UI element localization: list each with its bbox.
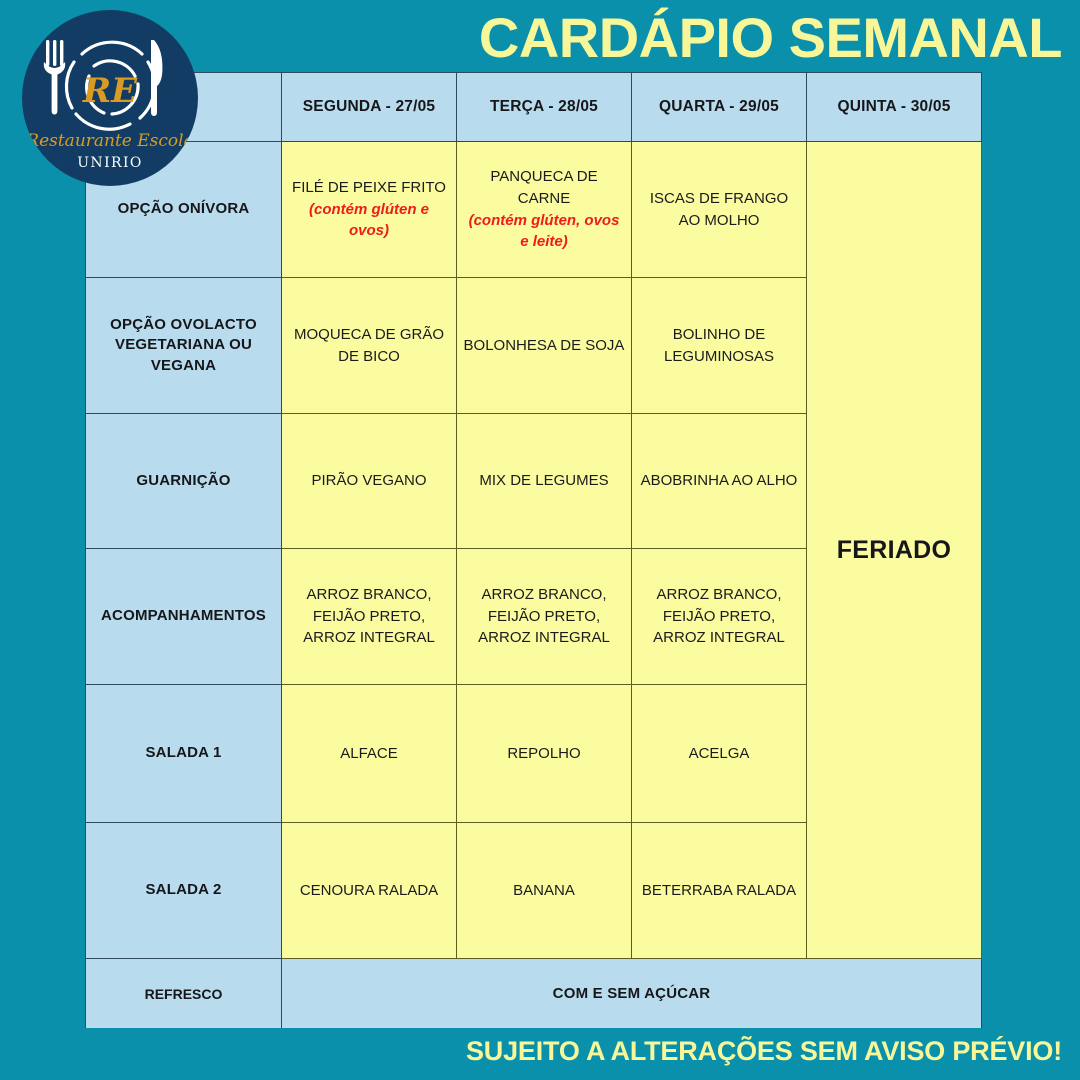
cell-guarnicao-terca: MIX DE LEGUMES [456,413,632,549]
table-row-salada-2: SALADA 2 CENOURA RALADA BANANA BETERRABA… [85,822,982,959]
table-row-opcao-onivora: OPÇÃO ONÍVORA FILÉ DE PEIXE FRITO (conté… [85,141,982,959]
dish-name: PANQUECA DE CARNE [490,168,598,207]
fork-icon [43,40,66,115]
logo-restaurante-escola-unirio: RE Restaurante Escola UNIRIO [22,10,198,186]
column-header-quinta: QUINTA - 30/05 [806,72,982,142]
row-label-refresco: REFRESCO [85,958,282,1029]
table-row-refresco: REFRESCO COM E SEM AÇÚCAR [85,958,982,1029]
logo-name: Restaurante Escola [25,131,193,151]
row-label-guarnicao: GUARNIÇÃO [85,413,282,549]
weekly-menu-table: SEGUNDA - 27/05 TERÇA - 28/05 QUARTA - 2… [85,72,982,1029]
table-row-opcao-vegetariana: OPÇÃO OVOLACTO VEGETARIANA OU VEGANA MOQ… [85,277,982,414]
cell-salada1-quarta: ACELGA [631,684,807,823]
cell-feriado-quinta: FERIADO [806,141,982,959]
row-label-salada-1: SALADA 1 [85,684,282,823]
cell-acompanhamentos-terca: ARROZ BRANCO, FEIJÃO PRETO, ARROZ INTEGR… [456,548,632,685]
cell-salada2-quarta: BETERRABA RALADA [631,822,807,959]
cell-acompanhamentos-segunda: ARROZ BRANCO, FEIJÃO PRETO, ARROZ INTEGR… [281,548,457,685]
row-label-opcao-vegetariana: OPÇÃO OVOLACTO VEGETARIANA OU VEGANA [85,277,282,414]
table-row-acompanhamentos: ACOMPANHAMENTOS ARROZ BRANCO, FEIJÃO PRE… [85,548,982,685]
row-label-acompanhamentos: ACOMPANHAMENTOS [85,548,282,685]
allergen-note: (contém glúten e ovos) [308,200,429,240]
cell-salada1-terca: REPOLHO [456,684,632,823]
cell-onivora-segunda: FILÉ DE PEIXE FRITO (contém glúten e ovo… [281,141,457,278]
cell-acompanhamentos-quarta: ARROZ BRANCO, FEIJÃO PRETO, ARROZ INTEGR… [631,548,807,685]
knife-icon [151,40,163,116]
cell-onivora-quarta: ISCAS DE FRANGO AO MOLHO [631,141,807,278]
logo-institution: UNIRIO [77,155,143,171]
dish-name: FILÉ DE PEIXE FRITO [292,178,446,196]
column-header-terca: TERÇA - 28/05 [456,72,632,142]
cell-salada2-segunda: CENOURA RALADA [281,822,457,959]
allergen-note: (contém glúten, ovos e leite) [468,211,620,251]
row-label-salada-2: SALADA 2 [85,822,282,959]
footer-notice: SUJEITO A ALTERAÇÕES SEM AVISO PRÉVIO! [466,1036,1062,1066]
column-header-segunda: SEGUNDA - 27/05 [281,72,457,142]
cell-guarnicao-quarta: ABOBRINHA AO ALHO [631,413,807,549]
cell-refresco-value: COM E SEM AÇÚCAR [281,958,982,1029]
cell-vegetariana-quarta: BOLINHO DE LEGUMINOSAS [631,277,807,414]
cell-onivora-terca: PANQUECA DE CARNE (contém glúten, ovos e… [456,141,632,278]
logo-monogram: RE [82,71,138,111]
dish-name: ISCAS DE FRANGO AO MOLHO [649,189,789,229]
cell-salada2-terca: BANANA [456,822,632,959]
table-header-row: SEGUNDA - 27/05 TERÇA - 28/05 QUARTA - 2… [85,72,982,142]
cell-vegetariana-terca: BOLONHESA DE SOJA [456,277,632,414]
page-title: CARDÁPIO SEMANAL [478,6,1063,69]
page-header: CARDÁPIO SEMANAL [0,0,1080,75]
table-row-salada-1: SALADA 1 ALFACE REPOLHO ACELGA [85,684,982,823]
cell-vegetariana-segunda: MOQUECA DE GRÃO DE BICO [281,277,457,414]
table-row-guarnicao: GUARNIÇÃO PIRÃO VEGANO MIX DE LEGUMES AB… [85,413,982,549]
page-footer: SUJEITO A ALTERAÇÕES SEM AVISO PRÉVIO! [0,1028,1080,1080]
cell-salada1-segunda: ALFACE [281,684,457,823]
column-header-quarta: QUARTA - 29/05 [631,72,807,142]
cell-guarnicao-segunda: PIRÃO VEGANO [281,413,457,549]
